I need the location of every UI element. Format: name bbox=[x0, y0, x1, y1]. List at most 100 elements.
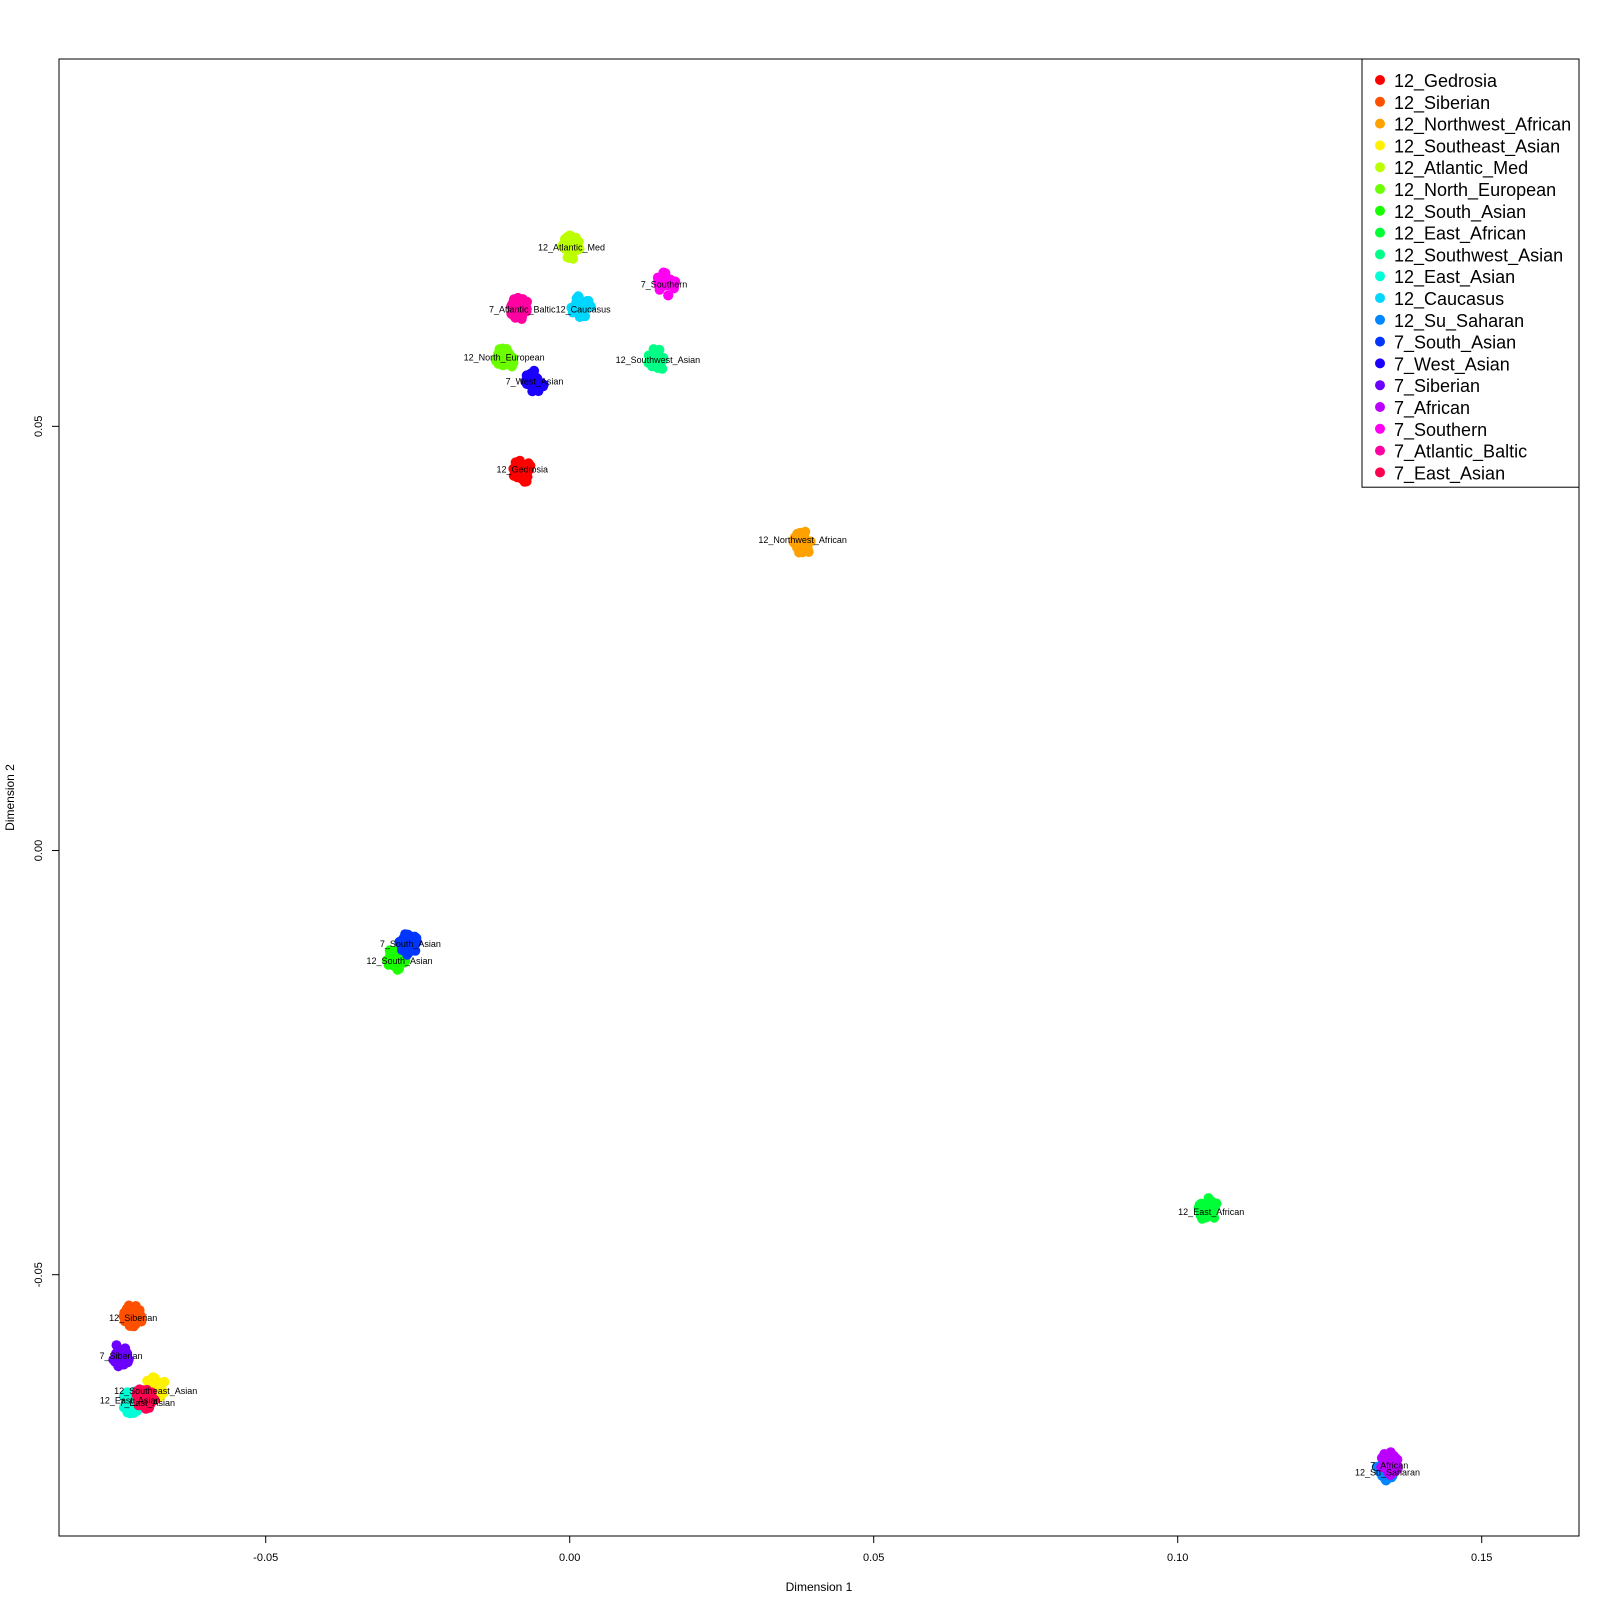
legend-entry-7-west-asian: 7_West_Asian bbox=[1394, 354, 1510, 375]
cluster-label-7-west-asian: 7_West_Asian bbox=[506, 376, 564, 386]
y-tick-label: -0.05 bbox=[33, 1262, 45, 1287]
x-tick-label: 0.00 bbox=[559, 1552, 580, 1564]
point-7-east-asian bbox=[138, 1389, 149, 1400]
point-7-east-asian bbox=[131, 1389, 142, 1400]
point-7-african bbox=[1385, 1470, 1396, 1480]
point-7-siberian bbox=[111, 1340, 122, 1351]
legend-entry-12-gedrosia: 12_Gedrosia bbox=[1394, 71, 1498, 92]
point-12-caucasus bbox=[567, 307, 578, 318]
point-7-siberian bbox=[110, 1352, 121, 1362]
legend-marker bbox=[1375, 293, 1385, 303]
legend-entry-7-african: 7_African bbox=[1394, 398, 1470, 419]
point-12-south-asian bbox=[382, 955, 392, 966]
legend-entry-7-east-asian: 7_East_Asian bbox=[1394, 463, 1505, 484]
legend-marker bbox=[1375, 358, 1385, 369]
cluster-label-12-gedrosia: 12_Gedrosia bbox=[497, 465, 549, 475]
point-12-northwest-african bbox=[800, 541, 811, 552]
legend-marker bbox=[1375, 445, 1385, 456]
point-12-southwest-asian bbox=[654, 344, 665, 355]
point-12-caucasus bbox=[577, 309, 588, 320]
point-7-south-asian bbox=[403, 948, 414, 959]
point-7-southern bbox=[662, 280, 673, 291]
point-12-northwest-african bbox=[795, 531, 806, 542]
legend-marker bbox=[1375, 118, 1385, 129]
cluster-label-7-african: 7_African bbox=[1370, 1461, 1408, 1471]
legend-entry-7-siberian: 7_Siberian bbox=[1394, 376, 1480, 397]
point-7-south-asian bbox=[397, 934, 408, 945]
x-tick-label: 0.05 bbox=[863, 1552, 884, 1564]
legend-marker bbox=[1375, 162, 1385, 173]
cluster-label-7-east-asian: 7_East_Asian bbox=[119, 1398, 175, 1408]
point-7-atlantic-baltic bbox=[510, 310, 521, 321]
legend-entry-12-north-european: 12_North_European bbox=[1394, 180, 1556, 201]
legend-entry-12-siberian: 12_Siberian bbox=[1394, 93, 1490, 114]
cluster-label-12-south-asian: 12_South_Asian bbox=[366, 956, 432, 966]
legend-marker bbox=[1375, 271, 1385, 282]
cluster-label-12-southeast-asian: 12_Southeast_Asian bbox=[114, 1386, 197, 1396]
legend-marker bbox=[1375, 227, 1385, 238]
legend-marker bbox=[1375, 205, 1385, 216]
point-12-east-african bbox=[1206, 1203, 1217, 1214]
cluster-label-12-north-european: 12_North_European bbox=[464, 353, 545, 363]
points-layer bbox=[108, 230, 1403, 1486]
point-12-north-european bbox=[507, 356, 517, 367]
cluster-label-7-south-asian: 7_South_Asian bbox=[380, 939, 441, 949]
point-12-north-european bbox=[495, 346, 506, 357]
legend-marker bbox=[1375, 314, 1385, 325]
legend-entry-12-atlantic-med: 12_Atlantic_Med bbox=[1394, 158, 1528, 179]
x-tick-label: -0.05 bbox=[253, 1552, 278, 1564]
cluster-label-12-southwest-asian: 12_Southwest_Asian bbox=[616, 355, 701, 365]
legend-entry-7-south-asian: 7_South_Asian bbox=[1394, 333, 1516, 354]
legend-marker bbox=[1375, 184, 1385, 194]
legend-marker bbox=[1375, 140, 1385, 151]
point-7-west-asian bbox=[529, 365, 540, 376]
point-12-siberian bbox=[120, 1306, 131, 1316]
legend-entry-12-northwest-african: 12_Northwest_African bbox=[1394, 115, 1571, 136]
cluster-label-7-southern: 7_Southern bbox=[641, 280, 688, 290]
point-7-atlantic-baltic bbox=[517, 294, 528, 305]
legend-marker bbox=[1375, 380, 1385, 391]
point-12-caucasus bbox=[571, 297, 582, 308]
cluster-label-12-atlantic-med: 12_Atlantic_Med bbox=[538, 242, 605, 252]
point-7-southern bbox=[663, 290, 674, 301]
legend-marker bbox=[1375, 96, 1385, 107]
cluster-label-12-northwest-african: 12_Northwest_African bbox=[758, 535, 847, 545]
cluster-label-12-east-asian: 12_East_Asian bbox=[100, 1395, 161, 1405]
point-7-atlantic-baltic bbox=[507, 299, 518, 310]
y-tick-label: 0.05 bbox=[33, 416, 45, 437]
point-7-south-asian bbox=[408, 939, 419, 950]
point-12-siberian bbox=[119, 1313, 130, 1324]
cluster-labels-layer: 12_Gedrosia 12_Siberian 12_Northwest_Afric… bbox=[99, 242, 1420, 1477]
legend-entry-12-south-asian: 12_South_Asian bbox=[1394, 202, 1526, 223]
legend-entry-7-atlantic-baltic: 7_Atlantic_Baltic bbox=[1394, 442, 1527, 463]
cluster-label-12-su-saharan: 12_Su_Saharan bbox=[1355, 1467, 1420, 1477]
legend-entry-12-east-african: 12_East_African bbox=[1394, 224, 1526, 245]
point-12-siberian bbox=[132, 1313, 143, 1324]
cluster-label-12-siberian: 12_Siberian bbox=[109, 1313, 157, 1323]
plot-frame bbox=[58, 58, 1580, 1537]
x-tick-label: 0.10 bbox=[1167, 1552, 1188, 1564]
x-axis: -0.05 0.00 0.05 0.10 0.15 bbox=[253, 1535, 1492, 1564]
legend-marker bbox=[1375, 423, 1385, 434]
y-tick-label: 0.00 bbox=[33, 840, 45, 861]
legend-entry-12-east-asian: 12_East_Asian bbox=[1394, 267, 1515, 288]
point-12-atlantic-med bbox=[563, 240, 574, 251]
point-7-southern bbox=[654, 280, 664, 291]
point-12-gedrosia bbox=[515, 460, 526, 471]
x-tick-label: 0.15 bbox=[1471, 1552, 1492, 1564]
cluster-label-12-caucasus: 12_Caucasus bbox=[556, 304, 612, 314]
x-axis-title: Dimension 1 bbox=[786, 1580, 853, 1594]
point-12-east-african bbox=[1196, 1198, 1207, 1209]
point-12-gedrosia bbox=[512, 471, 523, 482]
point-7-african bbox=[1390, 1452, 1401, 1463]
point-12-east-african bbox=[1209, 1212, 1220, 1223]
point-7-west-asian bbox=[529, 376, 540, 387]
legend-entry-12-southwest-asian: 12_Southwest_Asian bbox=[1394, 245, 1563, 266]
point-12-caucasus bbox=[584, 300, 594, 311]
legend-marker bbox=[1375, 336, 1385, 347]
legend-marker bbox=[1375, 75, 1385, 85]
legend-box bbox=[1361, 58, 1580, 488]
legend-marker bbox=[1375, 467, 1385, 478]
